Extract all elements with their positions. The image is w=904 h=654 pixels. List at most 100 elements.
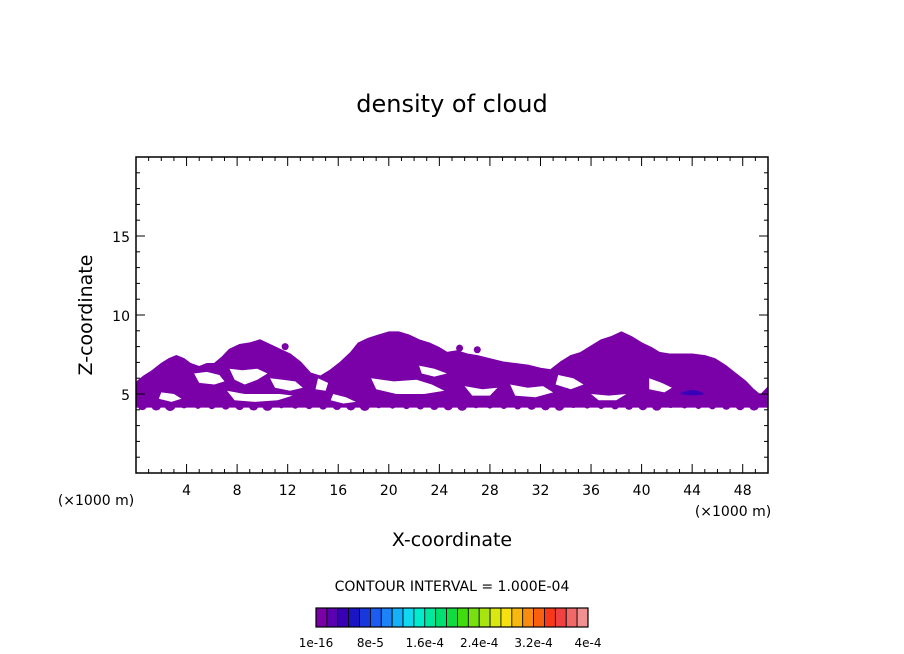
colorbar-swatch (511, 607, 524, 628)
colorbar-swatch (337, 607, 350, 628)
colorbar-swatch (554, 607, 567, 628)
colorbar-swatch (326, 607, 339, 628)
chart-title: density of cloud (356, 90, 547, 118)
cloud-gap (510, 384, 554, 398)
cloud-edge-bump (389, 402, 396, 409)
x-axis-label: X-coordinate (392, 529, 512, 551)
colorbar-swatch (446, 607, 458, 628)
cloud-edge-bump (292, 402, 299, 409)
cloud-edge-bump (695, 402, 702, 409)
cloud-edge-bump (332, 401, 342, 411)
cloud-speck (473, 346, 481, 354)
colorbar-swatch (533, 607, 545, 628)
cloud-edge-bump (346, 400, 356, 411)
cloud-gap (649, 378, 672, 393)
cloud-speck (281, 343, 289, 351)
colorbar-swatch (391, 607, 404, 628)
cloud-edge-bump (359, 400, 371, 411)
x-tick-label: 40 (633, 483, 651, 499)
cloud-edge-bump (722, 401, 731, 410)
x-tick-label: 28 (481, 483, 499, 499)
cloud-edge-bump (319, 401, 328, 410)
x-tick-label: 8 (233, 483, 242, 499)
cloud-speck (650, 349, 658, 357)
cloud-edge-bump (403, 402, 410, 410)
cloud-gap (419, 365, 447, 377)
x-tick-label: 36 (582, 483, 600, 499)
x-tick-label: 12 (279, 483, 297, 499)
cloud-edge-bump (668, 403, 674, 409)
cloud-edge-bump (151, 400, 162, 411)
cloud-edge-bump (262, 400, 273, 411)
colorbar-tick-label: 8e-5 (357, 636, 384, 650)
colorbar-swatch (522, 607, 534, 628)
cloud-edge-bump (221, 401, 230, 410)
colorbar-swatch (402, 607, 415, 628)
cloud-gap (330, 394, 356, 404)
cloud-edge-bump (500, 402, 508, 410)
colorbar-tick-label: 4e-4 (575, 636, 602, 650)
colorbar-swatch (369, 607, 382, 628)
cloud-speck (456, 344, 464, 352)
x-tick-label: 16 (329, 483, 347, 499)
cloud-edge-bump (305, 402, 313, 410)
x-tick-label: 48 (734, 483, 752, 499)
cloud-edge-bump (513, 401, 522, 410)
y-tick-label: 10 (112, 309, 130, 325)
colorbar-swatch (435, 607, 447, 628)
cloud-edge-bump (554, 400, 565, 411)
y-axis-label: Z-coordinate (75, 255, 97, 376)
cloud-edge-bump (376, 403, 382, 409)
colorbar-tick-label: 1.6e-4 (406, 636, 444, 650)
colorbar-swatch (478, 607, 491, 628)
cloud-gap (464, 386, 498, 396)
colorbar-swatch (500, 607, 513, 628)
cloud-edge-bump (278, 402, 285, 409)
cloud-edge-bump (429, 401, 439, 410)
cloud-edge-bump (540, 400, 551, 411)
cloud-edge-bump (527, 401, 536, 410)
cloud-edge-bump (456, 400, 468, 411)
cloud-edge-bump (235, 401, 245, 411)
cloud-edge-bump (584, 402, 591, 409)
cloud-gap (371, 378, 445, 394)
contour-interval-text: CONTOUR INTERVAL = 1.000E-04 (335, 579, 570, 595)
colorbar-swatch (576, 607, 589, 628)
cloud-gap (555, 375, 584, 390)
x-tick-label: 32 (532, 483, 550, 499)
colorbar-swatch (467, 607, 480, 628)
cloud-edge-bump (486, 402, 493, 409)
cloud-gap (591, 394, 627, 401)
colorbar-swatch (348, 607, 360, 628)
cloud-edge-bump (137, 401, 147, 411)
y-tick-label: 15 (112, 230, 130, 246)
cloud-gap (158, 392, 182, 402)
cloud-edge-bump (164, 400, 176, 411)
colorbar (315, 607, 589, 628)
cloud-edge-bump (651, 400, 662, 411)
y-tick-label: 5 (121, 388, 130, 404)
x-tick-label: 24 (430, 483, 448, 499)
colorbar-swatch (544, 607, 556, 628)
colorbar-swatch (424, 607, 437, 628)
cloud-gap (315, 378, 329, 391)
cloud-edge-bump (208, 402, 216, 410)
cloud-edge-bump (638, 401, 648, 411)
cloud-edge-bump (597, 402, 605, 410)
colorbar-swatch (457, 607, 469, 628)
x-unit-label-right: (×1000 m) (695, 504, 771, 520)
x-unit-label-left: (×1000 m) (58, 493, 134, 509)
cloud-edge-bump (443, 400, 453, 411)
cloud-edge-bump (611, 401, 619, 410)
cloud-edge-bump (624, 401, 634, 410)
cloud-high-density-patch (679, 390, 705, 396)
colorbar-tick-label: 3.2e-4 (514, 636, 552, 650)
x-tick-label: 20 (380, 483, 398, 499)
x-tick-label: 44 (683, 483, 701, 499)
cloud-gap (229, 368, 268, 385)
cloud-gap (227, 390, 293, 402)
cloud-edge-bump (194, 402, 202, 409)
colorbar-swatch (489, 607, 502, 628)
